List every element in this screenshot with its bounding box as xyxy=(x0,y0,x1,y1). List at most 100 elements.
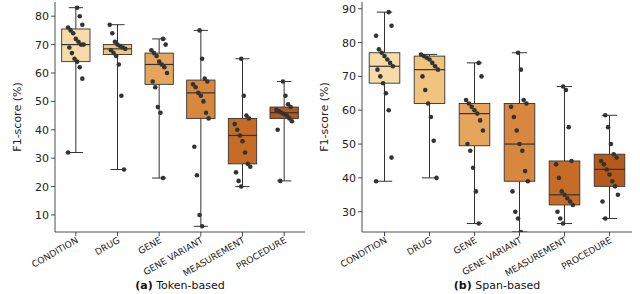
point xyxy=(599,159,604,164)
box xyxy=(270,107,298,118)
point xyxy=(566,125,571,130)
whisker-low xyxy=(200,118,201,226)
subtitle-prefix: (b) xyxy=(454,279,472,292)
point xyxy=(80,22,85,27)
y-tick-label: 30 xyxy=(35,152,49,165)
whisker-high xyxy=(159,39,160,53)
point xyxy=(604,167,609,172)
point xyxy=(431,138,436,143)
y-tick xyxy=(358,8,362,9)
point xyxy=(512,115,517,120)
x-tick xyxy=(242,232,243,236)
point xyxy=(434,176,439,181)
whisker-low xyxy=(609,186,610,218)
x-tick-label: GENE xyxy=(452,235,479,256)
y-tick-label: 40 xyxy=(35,124,49,137)
y-tick xyxy=(51,44,55,45)
whisker-low xyxy=(519,181,520,232)
x-tick-label: DRUG xyxy=(405,235,433,257)
point xyxy=(158,110,163,115)
point xyxy=(526,179,531,184)
x-tick-label: PROCEDURE xyxy=(560,235,614,272)
point xyxy=(569,159,574,164)
x-tick xyxy=(429,232,430,236)
point xyxy=(420,74,425,79)
point xyxy=(232,122,237,127)
point xyxy=(72,56,77,61)
y-tick-label: 80 xyxy=(35,10,49,23)
point xyxy=(474,189,479,194)
point xyxy=(204,110,209,115)
x-tick xyxy=(384,232,385,236)
subtitle-prefix: (a) xyxy=(135,279,152,292)
point xyxy=(80,76,85,81)
whisker-low xyxy=(564,205,565,224)
point xyxy=(163,42,168,47)
point xyxy=(389,23,394,28)
whisker-low xyxy=(242,164,243,187)
point xyxy=(561,221,566,226)
point xyxy=(514,128,519,133)
whisker-high xyxy=(474,63,475,104)
point xyxy=(161,176,166,181)
box xyxy=(414,56,445,103)
y-axis-label: F1-score (%) xyxy=(318,82,331,151)
box xyxy=(187,80,215,118)
box xyxy=(504,103,535,181)
boxes xyxy=(62,5,299,228)
y-tick xyxy=(51,214,55,215)
point xyxy=(607,172,612,177)
point xyxy=(559,189,564,194)
point xyxy=(156,105,161,110)
whisker-low xyxy=(284,118,285,180)
figure: 1020304050607080F1-score (%)CONDITIONDRU… xyxy=(0,0,640,294)
point xyxy=(157,59,162,64)
subtitle-rest: Token-based xyxy=(153,279,225,292)
point xyxy=(468,149,473,154)
y-tick xyxy=(358,76,362,77)
point xyxy=(375,67,380,72)
point xyxy=(113,39,118,44)
y-tick xyxy=(358,177,362,178)
y-tick-label: 50 xyxy=(35,95,49,108)
point xyxy=(239,184,244,189)
point xyxy=(66,25,71,30)
point xyxy=(513,209,518,214)
point xyxy=(377,47,382,52)
point xyxy=(519,67,524,72)
x-tick xyxy=(474,232,475,236)
point xyxy=(561,84,566,89)
point xyxy=(386,10,391,15)
point xyxy=(381,81,386,86)
y-axis-label: F1-score (%) xyxy=(11,82,24,151)
point xyxy=(74,37,79,42)
y-tick-label: 10 xyxy=(35,209,49,222)
y-tick xyxy=(51,129,55,130)
whisker-high xyxy=(609,115,610,154)
y-tick-label: 50 xyxy=(342,138,356,151)
point xyxy=(116,62,121,67)
point xyxy=(555,209,560,214)
y-tick xyxy=(51,72,55,73)
point xyxy=(471,165,476,170)
point xyxy=(419,52,424,57)
x-tick xyxy=(75,232,76,236)
median xyxy=(187,92,215,93)
y-tick xyxy=(51,158,55,159)
point xyxy=(206,116,211,121)
point xyxy=(109,48,114,53)
y-tick-label: 30 xyxy=(342,206,356,219)
y-tick-label: 70 xyxy=(342,70,356,83)
point xyxy=(478,118,483,123)
point xyxy=(603,113,608,118)
point xyxy=(521,98,526,103)
whisker-high xyxy=(564,87,565,161)
x-tick xyxy=(200,232,201,236)
point xyxy=(245,162,250,167)
point xyxy=(286,102,291,107)
x-tick-label: CONDITION xyxy=(30,235,80,269)
point xyxy=(611,152,616,157)
point xyxy=(510,189,515,194)
y-tick-label: 20 xyxy=(35,181,49,194)
whisker-low xyxy=(474,146,475,224)
